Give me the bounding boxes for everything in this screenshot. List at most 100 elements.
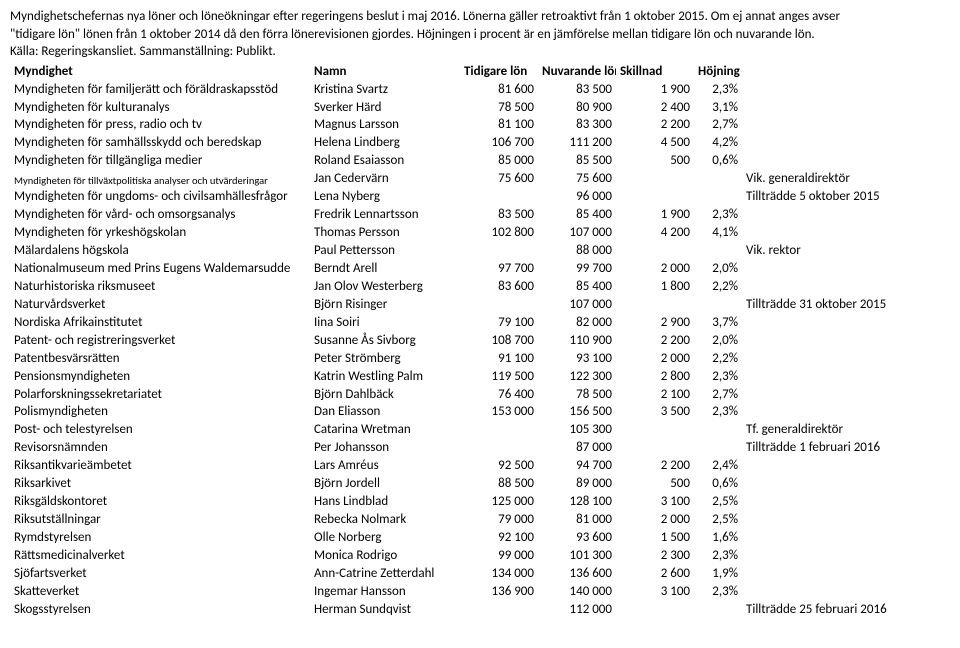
table-row: RiksgäldskontoretHans Lindblad125 000128…	[10, 493, 950, 511]
cell-skillnad: 1 900	[616, 206, 694, 224]
cell-hojning	[694, 242, 742, 260]
cell-myndighet: Patentbesvärsrätten	[10, 350, 310, 368]
table-row: SjöfartsverketAnn-Catrine Zetterdahl134 …	[10, 565, 950, 583]
cell-namn: Sverker Härd	[310, 99, 460, 117]
table-row: RiksutställningarRebecka Nolmark79 00081…	[10, 511, 950, 529]
cell-myndighet: Riksutställningar	[10, 511, 310, 529]
cell-hojning: 2,5%	[694, 493, 742, 511]
cell-nuvarande: 85 400	[538, 278, 616, 296]
table-row: PensionsmyndighetenKatrin Westling Palm1…	[10, 368, 950, 386]
cell-note	[742, 565, 950, 583]
cell-tidigare	[460, 439, 538, 457]
cell-skillnad: 2 000	[616, 260, 694, 278]
cell-note	[742, 152, 950, 170]
cell-myndighet: Sjöfartsverket	[10, 565, 310, 583]
cell-skillnad: 2 200	[616, 116, 694, 134]
table-row: RättsmedicinalverketMonica Rodrigo99 000…	[10, 547, 950, 565]
cell-nuvarande: 112 000	[538, 601, 616, 619]
table-row: NaturvårdsverketBjörn Risinger107 000Til…	[10, 296, 950, 314]
cell-nuvarande: 75 600	[538, 170, 616, 188]
cell-note: Tillträdde 25 februari 2016	[742, 601, 950, 619]
cell-namn: Iina Soiri	[310, 314, 460, 332]
table-row: PatentbesvärsrättenPeter Strömberg91 100…	[10, 350, 950, 368]
cell-nuvarande: 80 900	[538, 99, 616, 117]
cell-nuvarande: 110 900	[538, 332, 616, 350]
cell-hojning: 0,6%	[694, 475, 742, 493]
cell-hojning	[694, 170, 742, 188]
cell-myndighet: Skogsstyrelsen	[10, 601, 310, 619]
cell-namn: Björn Jordell	[310, 475, 460, 493]
cell-skillnad: 1 900	[616, 81, 694, 99]
table-row: Myndigheten för samhällsskydd och bereds…	[10, 134, 950, 152]
header-hojning: Höjning	[694, 63, 742, 81]
cell-tidigare: 125 000	[460, 493, 538, 511]
cell-hojning: 2,3%	[694, 583, 742, 601]
cell-tidigare: 136 900	[460, 583, 538, 601]
cell-nuvarande: 87 000	[538, 439, 616, 457]
cell-note: Vik. rektor	[742, 242, 950, 260]
cell-myndighet: Nordiska Afrikainstitutet	[10, 314, 310, 332]
cell-namn: Catarina Wretman	[310, 421, 460, 439]
cell-note	[742, 457, 950, 475]
cell-hojning: 2,2%	[694, 350, 742, 368]
cell-myndighet: Pensionsmyndigheten	[10, 368, 310, 386]
cell-hojning	[694, 601, 742, 619]
cell-note	[742, 134, 950, 152]
cell-skillnad	[616, 421, 694, 439]
cell-tidigare	[460, 296, 538, 314]
cell-namn: Susanne Ås Sivborg	[310, 332, 460, 350]
table-row: Myndigheten för vård- och omsorgsanalysF…	[10, 206, 950, 224]
cell-namn: Per Johansson	[310, 439, 460, 457]
table-row: RevisorsnämndenPer Johansson87 000Tilltr…	[10, 439, 950, 457]
cell-nuvarande: 78 500	[538, 386, 616, 404]
cell-skillnad	[616, 439, 694, 457]
cell-tidigare: 75 600	[460, 170, 538, 188]
cell-hojning: 1,6%	[694, 529, 742, 547]
cell-nuvarande: 156 500	[538, 403, 616, 421]
cell-nuvarande: 88 000	[538, 242, 616, 260]
cell-skillnad: 3 100	[616, 583, 694, 601]
cell-namn: Ann-Catrine Zetterdahl	[310, 565, 460, 583]
table-row: Nationalmuseum med Prins Eugens Waldemar…	[10, 260, 950, 278]
cell-hojning: 2,3%	[694, 368, 742, 386]
cell-skillnad: 3 100	[616, 493, 694, 511]
cell-hojning: 2,0%	[694, 332, 742, 350]
cell-myndighet: Skatteverket	[10, 583, 310, 601]
cell-myndighet: Riksantikvarieämbetet	[10, 457, 310, 475]
intro-line-1: Myndighetschefernas nya löner och löneök…	[10, 9, 840, 24]
cell-hojning: 3,7%	[694, 314, 742, 332]
cell-nuvarande: 83 300	[538, 116, 616, 134]
cell-myndighet: Myndigheten för familjerätt och föräldra…	[10, 81, 310, 99]
cell-note: Tf. generaldirektör	[742, 421, 950, 439]
cell-hojning: 2,3%	[694, 206, 742, 224]
cell-note	[742, 403, 950, 421]
cell-namn: Jan Cedervärn	[310, 170, 460, 188]
header-nuvarande: Nuvarande lön	[538, 63, 616, 81]
cell-myndighet: Polarforskningssekretariatet	[10, 386, 310, 404]
header-tidigare: Tidigare lön	[460, 63, 538, 81]
cell-note: Tillträdde 5 oktober 2015	[742, 188, 950, 206]
intro-paragraph: Myndighetschefernas nya löner och löneök…	[10, 8, 950, 61]
cell-tidigare: 99 000	[460, 547, 538, 565]
cell-hojning: 4,2%	[694, 134, 742, 152]
cell-namn: Olle Norberg	[310, 529, 460, 547]
cell-skillnad: 4 200	[616, 224, 694, 242]
cell-myndighet: Patent- och registreringsverket	[10, 332, 310, 350]
cell-skillnad: 4 500	[616, 134, 694, 152]
cell-skillnad	[616, 296, 694, 314]
cell-skillnad: 1 800	[616, 278, 694, 296]
cell-skillnad: 2 000	[616, 511, 694, 529]
cell-hojning: 3,1%	[694, 99, 742, 117]
cell-hojning: 2,3%	[694, 81, 742, 99]
cell-skillnad: 500	[616, 152, 694, 170]
table-row: RiksantikvarieämbetetLars Amréus92 50094…	[10, 457, 950, 475]
table-row: Patent- och registreringsverketSusanne Å…	[10, 332, 950, 350]
table-row: Myndigheten för tillväxtpolitiska analys…	[10, 170, 950, 188]
cell-myndighet: Myndigheten för ungdoms- och civilsamhäl…	[10, 188, 310, 206]
cell-namn: Dan Eliasson	[310, 403, 460, 421]
cell-tidigare: 81 600	[460, 81, 538, 99]
table-row: Myndigheten för yrkeshögskolanThomas Per…	[10, 224, 950, 242]
cell-skillnad	[616, 188, 694, 206]
cell-hojning: 2,2%	[694, 278, 742, 296]
cell-tidigare: 85 000	[460, 152, 538, 170]
